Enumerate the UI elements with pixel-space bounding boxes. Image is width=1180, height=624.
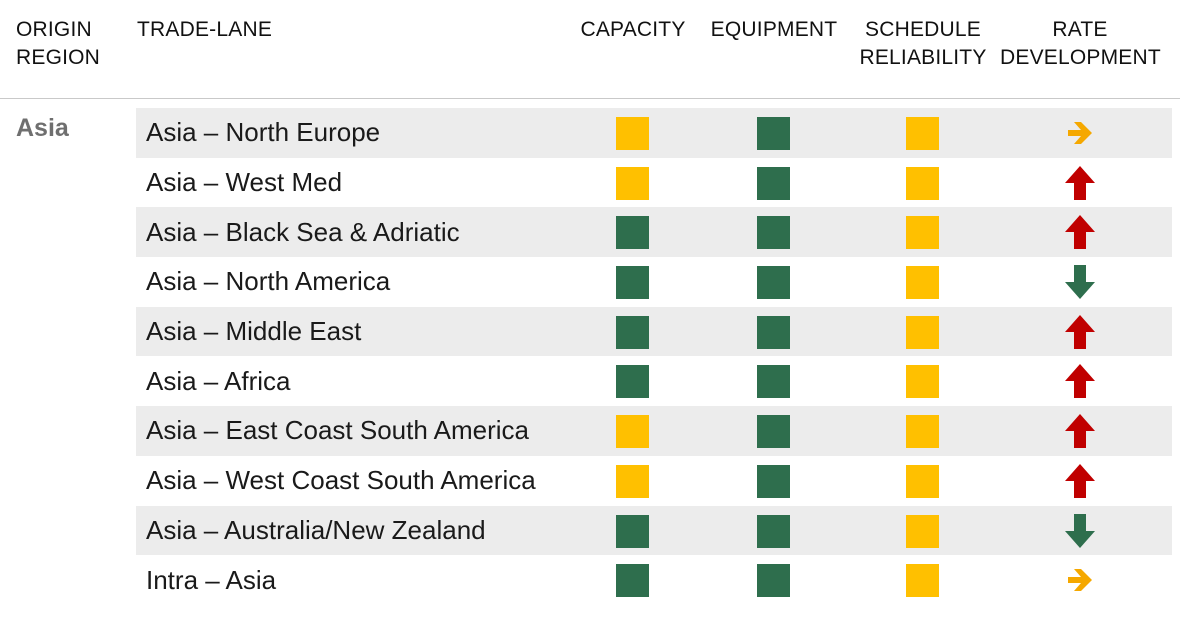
table-row: Asia – North Europe <box>136 108 1172 158</box>
trade-lane-name: Asia – East Coast South America <box>146 415 529 446</box>
capacity-indicator <box>616 315 649 349</box>
trade-lane-name: Asia – Africa <box>146 365 291 396</box>
arrow-up-icon <box>1062 313 1098 351</box>
capacity-indicator <box>616 564 649 598</box>
header-schedule-reliability: SCHEDULE RELIABILITY <box>859 18 987 69</box>
table-row: Asia – Middle East <box>136 306 1172 357</box>
equipment-indicator <box>757 464 790 498</box>
trade-lane-name: Asia – Australia/New Zealand <box>146 514 486 545</box>
capacity-indicator <box>616 216 649 250</box>
capacity-indicator <box>616 166 649 200</box>
equipment-indicator <box>757 315 790 349</box>
schedule-reliability-indicator <box>906 117 939 150</box>
arrow-down-icon <box>1062 512 1098 550</box>
equipment-indicator <box>757 415 790 449</box>
capacity-indicator <box>616 514 649 548</box>
schedule-reliability-indicator <box>906 564 939 598</box>
trade-lane-name: Asia – North America <box>146 266 391 297</box>
schedule-reliability-indicator <box>906 365 939 399</box>
table-row: Intra – Asia <box>136 555 1172 605</box>
equipment-indicator <box>757 266 790 300</box>
arrow-right-icon <box>1062 561 1098 599</box>
equipment-indicator <box>757 166 790 200</box>
arrow-right-icon <box>1062 114 1098 152</box>
table-row: Asia – Africa <box>136 356 1172 406</box>
capacity-indicator <box>616 464 649 498</box>
arrow-up-icon <box>1062 412 1098 450</box>
schedule-reliability-indicator <box>906 266 939 300</box>
arrow-up-icon <box>1062 213 1098 251</box>
equipment-indicator <box>757 216 790 250</box>
arrow-down-icon <box>1062 263 1098 301</box>
trade-lane-name: Asia – Middle East <box>146 316 362 347</box>
table-row: Asia – West Med <box>136 158 1172 208</box>
trade-lane-name: Asia – North Europe <box>146 117 381 148</box>
schedule-reliability-indicator <box>906 514 939 548</box>
capacity-indicator <box>616 415 649 449</box>
table-row: Asia – Black Sea & Adriatic <box>136 207 1172 258</box>
table-row: Asia – West Coast South America <box>136 456 1172 506</box>
capacity-indicator <box>616 266 649 300</box>
arrow-up-icon <box>1062 362 1098 400</box>
schedule-reliability-indicator <box>906 464 939 498</box>
schedule-reliability-indicator <box>906 315 939 349</box>
header-capacity: CAPACITY <box>580 18 686 41</box>
schedule-reliability-indicator <box>906 415 939 449</box>
origin-region-label: Asia <box>16 114 69 142</box>
header-origin-region: ORIGIN REGION <box>16 18 101 69</box>
equipment-indicator <box>757 365 790 399</box>
table-row: Asia – Australia/New Zealand <box>136 505 1172 556</box>
table-row: Asia – East Coast South America <box>136 406 1172 456</box>
trade-lane-name: Asia – Black Sea & Adriatic <box>146 216 460 247</box>
trade-lane-table: Asia – North Europe Asia – West Med Asia –… <box>136 108 1172 605</box>
schedule-reliability-indicator <box>906 166 939 200</box>
equipment-indicator <box>757 514 790 548</box>
schedule-reliability-indicator <box>906 216 939 250</box>
arrow-up-icon <box>1062 164 1098 202</box>
header-trade-lane: TRADE-LANE <box>137 18 273 41</box>
header-rate-development: RATE DEVELOPMENT <box>1000 18 1161 69</box>
capacity-indicator <box>616 365 649 399</box>
equipment-indicator <box>757 564 790 598</box>
table-row: Asia – North America <box>136 257 1172 307</box>
equipment-indicator <box>757 117 790 150</box>
trade-lane-name: Asia – West Coast South America <box>146 465 536 496</box>
arrow-up-icon <box>1062 462 1098 500</box>
trade-lane-name: Asia – West Med <box>146 167 343 198</box>
table-header: ORIGIN REGION TRADE-LANE CAPACITY EQUIPM… <box>0 0 1180 99</box>
capacity-indicator <box>616 117 649 150</box>
trade-lane-name: Intra – Asia <box>146 564 277 595</box>
header-equipment: EQUIPMENT <box>710 18 838 41</box>
